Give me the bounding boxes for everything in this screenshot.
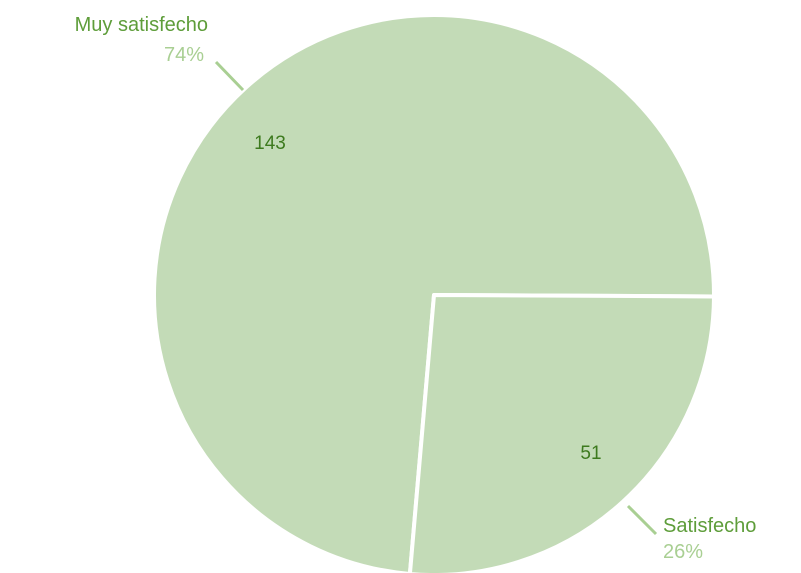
slice-category-label-muy-satisfecho: Muy satisfecho	[75, 14, 208, 36]
leader-lines	[214, 60, 658, 536]
slice-percent-label-satisfecho: 26%	[663, 541, 703, 563]
slice-percent-label-muy-satisfecho: 74%	[164, 44, 204, 66]
slice-category-label-satisfecho: Satisfecho	[663, 515, 756, 537]
slice-value-label-satisfecho: 51	[580, 443, 601, 464]
leader-line-satisfecho	[626, 504, 658, 536]
slice-value-label-muy-satisfecho: 143	[254, 133, 286, 154]
pie-slices	[152, 13, 716, 573]
leader-line-muy-satisfecho	[214, 60, 245, 92]
